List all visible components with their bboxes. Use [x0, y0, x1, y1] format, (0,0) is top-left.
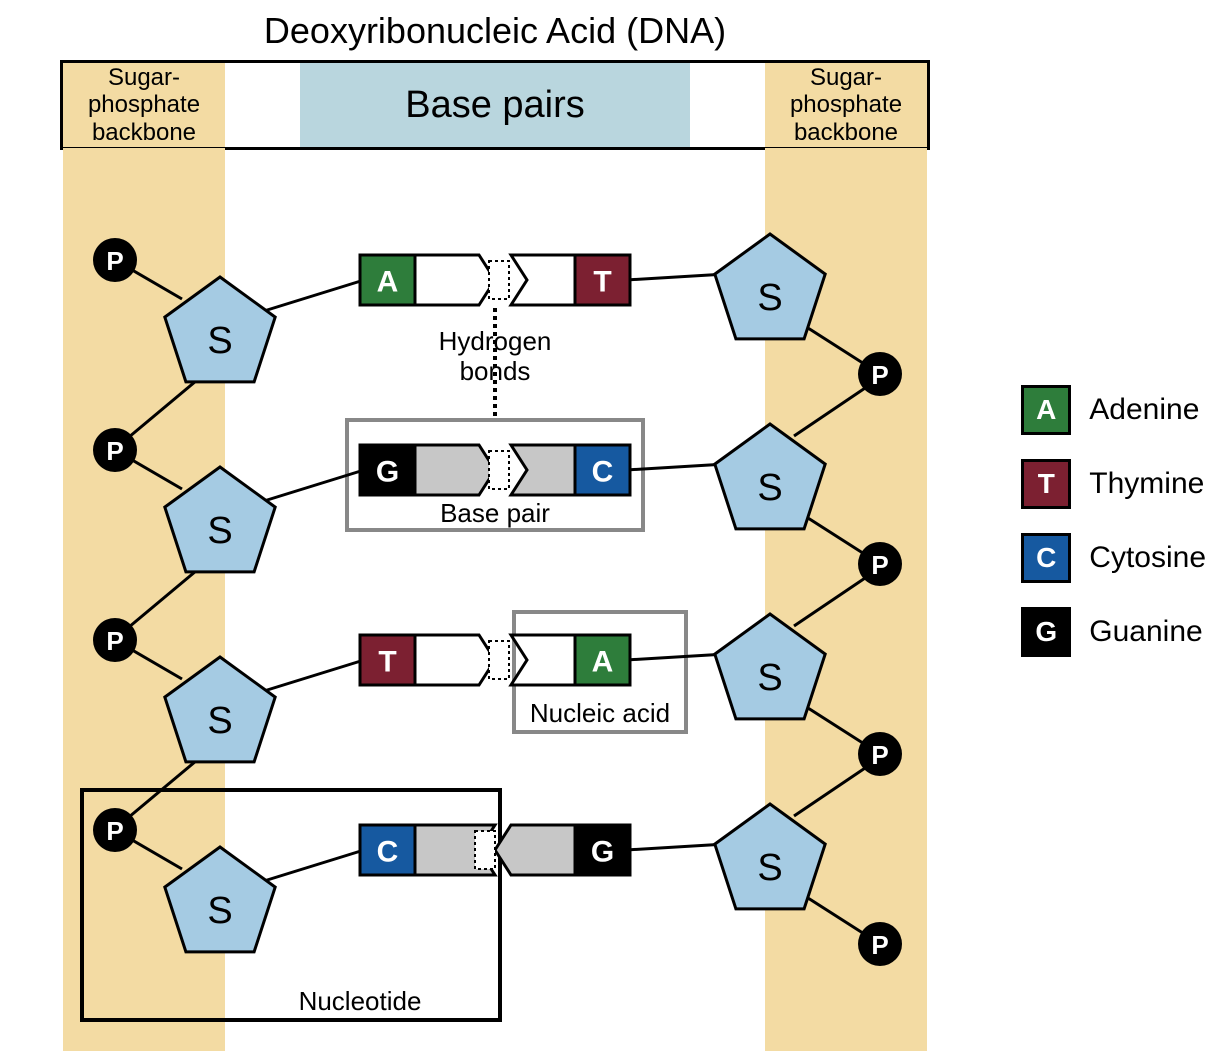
dna-diagram: Deoxyribonucleic Acid (DNA) Sugar- phosp… [60, 0, 930, 1051]
legend-item-thymine: T Thymine [1021, 459, 1206, 509]
sugar-label: S [757, 467, 782, 509]
phosphate-label: P [106, 436, 123, 466]
legend-swatch: G [1021, 607, 1071, 657]
legend-swatch: T [1021, 459, 1071, 509]
base-letter-left: C [377, 836, 399, 869]
base-letter-left: G [376, 456, 399, 489]
sugar-label: S [207, 510, 232, 552]
legend: A Adenine T Thymine C Cytosine G Guanine [1021, 385, 1206, 681]
phosphate-label: P [106, 626, 123, 656]
phosphate-label: P [871, 550, 888, 580]
hydrogen-bond-zone [489, 261, 509, 299]
legend-label: Cytosine [1089, 541, 1206, 575]
hydrogen-bond-zone [489, 641, 509, 679]
hydrogen-bond-zone [475, 831, 495, 869]
base-pair-0: AT [360, 255, 630, 305]
nucleotide-label: Nucleotide [299, 986, 422, 1016]
base-chevron-left [415, 445, 495, 495]
phosphate-label: P [871, 930, 888, 960]
phosphate-label: P [871, 360, 888, 390]
sugar-label: S [207, 320, 232, 362]
nucleic-acid-label: Nucleic acid [530, 698, 670, 728]
sugar-label: S [757, 277, 782, 319]
base-chevron-left [415, 255, 495, 305]
legend-label: Adenine [1089, 393, 1199, 427]
hydrogen-bond-zone [489, 451, 509, 489]
hydrogen-bonds-label: Hydrogen [439, 326, 552, 356]
base-letter-left: A [377, 266, 399, 299]
base-pair-3: CG [360, 825, 630, 875]
basepair-label: Base pair [440, 498, 550, 528]
phosphate-label: P [871, 740, 888, 770]
base-pair-1: GC [360, 445, 630, 495]
base-chevron-right [495, 825, 575, 875]
phosphate-label: P [106, 246, 123, 276]
base-letter-left: T [378, 646, 396, 679]
sugar-label: S [207, 890, 232, 932]
base-letter-right: A [592, 646, 614, 679]
legend-swatch: A [1021, 385, 1071, 435]
phosphate-label: P [106, 816, 123, 846]
base-chevron-right [511, 445, 575, 495]
base-letter-right: T [593, 266, 611, 299]
sugar-label: S [757, 657, 782, 699]
structure-svg: ATGCTACGSPSPSPSPSPSPSPSPHydrogenbondsBas… [60, 0, 930, 1051]
legend-item-adenine: A Adenine [1021, 385, 1206, 435]
legend-item-guanine: G Guanine [1021, 607, 1206, 657]
hydrogen-bonds-label-2: bonds [460, 356, 531, 386]
base-letter-right: C [592, 456, 614, 489]
legend-label: Guanine [1089, 615, 1202, 649]
base-chevron-left [415, 635, 495, 685]
legend-swatch: C [1021, 533, 1071, 583]
legend-item-cytosine: C Cytosine [1021, 533, 1206, 583]
sugar-label: S [757, 847, 782, 889]
base-pair-2: TA [360, 635, 630, 685]
base-letter-right: G [591, 836, 614, 869]
sugar-label: S [207, 700, 232, 742]
legend-label: Thymine [1089, 467, 1204, 501]
base-chevron-right [511, 255, 575, 305]
base-chevron-right [511, 635, 575, 685]
